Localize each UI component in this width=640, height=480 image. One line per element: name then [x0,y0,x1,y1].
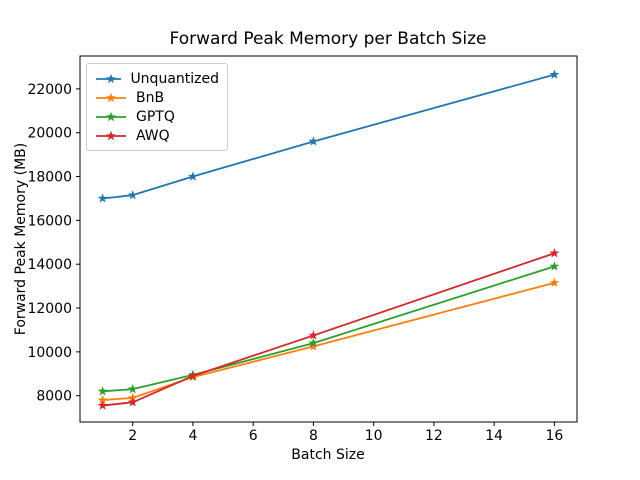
series-line [102,281,555,401]
legend-label: AWQ [136,127,170,144]
data-point-marker [97,386,108,396]
series-unquantized [97,69,560,203]
x-tick-label: 12 [425,428,443,444]
x-tick-label: 16 [545,428,563,444]
legend-star-icon [106,130,116,140]
legend-item-awq: AWQ [95,126,219,145]
y-tick-label: 14000 [27,257,72,273]
y-tick-label: 18000 [27,170,72,186]
legend-item-unquantized: Unquantized [95,69,219,88]
legend-label: BnB [136,89,165,106]
legend-line-sample [96,130,126,140]
legend-line-sample [96,92,126,102]
data-point-marker [549,69,560,79]
data-point-marker [97,400,108,410]
data-point-marker [127,383,138,394]
data-point-marker [97,193,108,203]
data-point-marker [188,370,198,381]
x-axis-label: Batch Size [291,447,365,463]
series-line [102,252,555,407]
data-point-marker [127,397,138,407]
series-gptq [97,261,560,396]
x-tick-label: 8 [309,428,318,444]
y-axis-label: Forward Peak Memory (MB) [13,142,29,336]
legend-item-bnb: BnB [95,88,219,107]
y-tick-label: 10000 [27,345,72,361]
data-point-marker [308,341,319,351]
chart-title: Forward Peak Memory per Batch Size [169,29,487,49]
legend-star-icon [106,92,116,102]
data-point-marker [127,189,138,200]
y-axis: 8000 10000 12000 14000 16000 18000 20000 22000 [27,82,80,405]
x-tick-label: 14 [485,428,503,444]
legend-star-icon [106,111,116,121]
legend-item-gptq: GPTQ [95,107,219,126]
data-point-marker [188,171,198,181]
y-tick-label: 16000 [27,213,72,229]
data-point-marker [308,136,319,146]
x-tick-label: 10 [365,428,383,444]
data-point-marker [308,330,319,340]
x-tick-label: 4 [188,428,197,444]
data-point-marker [549,261,560,271]
x-axis: 2 4 6 8 10 12 14 16 [128,422,563,444]
series-line [102,265,555,393]
legend: Unquantized BnB GPTQ AWQ [86,63,228,151]
x-tick-label: 6 [249,428,258,444]
legend-line-sample [96,73,122,83]
x-tick-label: 2 [128,428,137,444]
data-point-marker [97,394,108,405]
legend-label: Unquantized [130,70,219,87]
y-tick-label: 20000 [27,126,72,142]
series-awq [97,248,560,410]
data-point-marker [549,248,560,258]
y-tick-label: 22000 [27,82,72,98]
data-point-marker [549,277,560,288]
data-point-marker [308,337,319,348]
legend-label: GPTQ [136,108,175,125]
series-bnb [97,277,560,405]
y-tick-label: 8000 [36,389,72,405]
y-tick-label: 12000 [27,301,72,317]
plot-area-border [79,55,578,423]
legend-line-sample [96,111,126,121]
legend-star-icon [106,73,116,83]
